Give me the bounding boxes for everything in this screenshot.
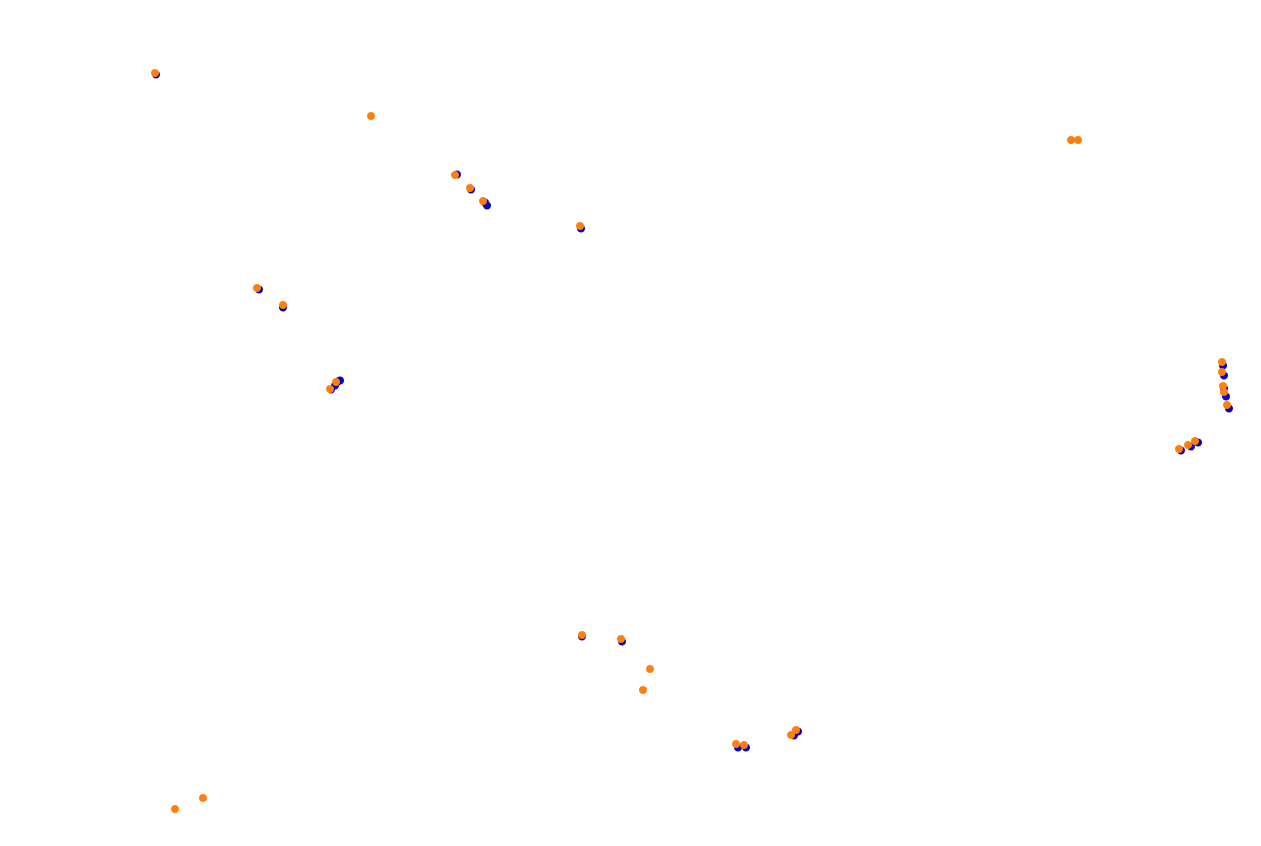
series-1-point-2: [1067, 136, 1075, 144]
series-1-point-14: [1219, 382, 1227, 390]
series-1-point-28: [171, 805, 179, 813]
series-1-point-8: [253, 284, 261, 292]
series-1-point-18: [1184, 441, 1192, 449]
series-1-point-25: [740, 741, 748, 749]
series-1-point-17: [1175, 445, 1183, 453]
series-1-point-16: [1223, 401, 1231, 409]
series-1-point-0: [151, 69, 159, 77]
series-1-point-13: [1218, 368, 1226, 376]
series-1-point-19: [1191, 437, 1199, 445]
series-1-point-15: [1220, 388, 1228, 396]
series-1-point-3: [1074, 136, 1082, 144]
series-1-point-1: [367, 112, 375, 120]
series-1-point-23: [639, 686, 647, 694]
series-1-point-22: [646, 665, 654, 673]
series-1-point-11: [326, 385, 334, 393]
series-1-point-5: [466, 184, 474, 192]
series-1-point-6: [479, 197, 487, 205]
series-1: [151, 69, 1231, 813]
series-1-point-20: [578, 631, 586, 639]
series-1-point-21: [617, 635, 625, 643]
series-layer: [151, 69, 1233, 813]
series-1-point-4: [451, 171, 459, 179]
series-1-point-10: [332, 378, 340, 386]
series-1-point-9: [279, 301, 287, 309]
series-1-point-29: [199, 794, 207, 802]
series-1-point-7: [576, 222, 584, 230]
series-1-point-12: [1218, 358, 1226, 366]
series-1-point-24: [732, 740, 740, 748]
series-1-point-27: [792, 726, 800, 734]
series-1-point-26: [787, 731, 795, 739]
